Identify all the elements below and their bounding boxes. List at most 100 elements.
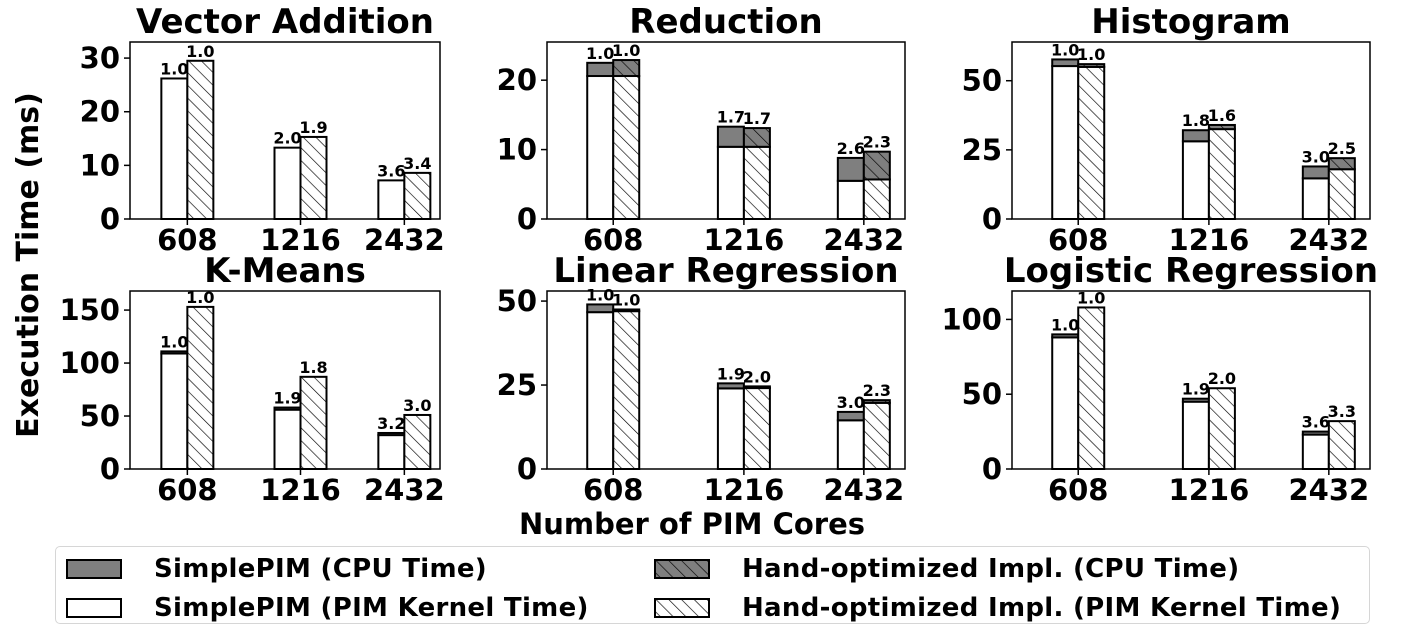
speedup-label-hand: 1.0 (612, 41, 640, 60)
speedup-label-simplepim: 1.0 (586, 285, 614, 304)
speedup-label-simplepim: 1.9 (273, 389, 301, 408)
legend-label: SimplePIM (PIM Kernel Time) (154, 593, 589, 623)
x-tick-label: 2432 (1288, 473, 1369, 507)
y-tick-label: 25 (962, 133, 1002, 167)
speedup-label-simplepim: 1.0 (586, 44, 614, 63)
legend-swatch-white-icon (66, 598, 122, 618)
x-tick-label: 1216 (1169, 473, 1250, 507)
bar-simplepim-cpu (1181, 129, 1210, 143)
legend-swatch-gray-icon (66, 559, 122, 579)
legend-label: SimplePIM (CPU Time) (154, 554, 487, 584)
plot-frame (1011, 41, 1371, 220)
speedup-label-hand: 1.7 (743, 109, 771, 128)
chart-panel: Reduction1.01.06081.71.712162.62.3243201… (497, 2, 906, 257)
bar-simplepim-kernel (273, 408, 302, 470)
bar-simplepim-kernel (377, 434, 406, 471)
chart-title: Vector Addition (136, 2, 434, 42)
legend-label: Hand-optimized Impl. (CPU Time) (742, 554, 1240, 584)
bar-simplepim-kernel (273, 146, 302, 220)
y-tick-label: 50 (962, 64, 1002, 98)
bar-simplepim-cpu (836, 156, 865, 182)
y-tick-label: 0 (100, 202, 120, 236)
bar-hand-kernel (1327, 420, 1356, 471)
speedup-label-simplepim: 1.8 (1182, 111, 1210, 130)
bar-simplepim-kernel (586, 311, 615, 470)
y-tick-label: 0 (982, 202, 1002, 236)
y-tick-label: 25 (497, 368, 537, 402)
speedup-label-hand: 3.0 (403, 396, 431, 415)
plot-frame (1011, 290, 1371, 470)
bar-hand-kernel (299, 135, 328, 221)
bar-hand-cpu (1327, 157, 1356, 171)
bar-hand-kernel (612, 75, 641, 220)
speedup-label-hand: 1.8 (299, 358, 327, 377)
y-tick-label: 10 (80, 148, 120, 182)
y-tick-label: 10 (497, 133, 537, 167)
bar-hand-kernel (1077, 306, 1106, 471)
chart-panel: K-Means1.01.06081.91.812163.23.024320501… (59, 251, 444, 507)
y-tick-label: 0 (100, 452, 120, 486)
bar-simplepim-kernel (160, 77, 189, 220)
legend-item-simplepim-cpu: SimplePIM (CPU Time) (66, 552, 487, 586)
x-tick-label: 2432 (1288, 223, 1369, 257)
bar-simplepim-cpu (1051, 333, 1080, 339)
bar-simplepim-kernel (1051, 65, 1080, 220)
speedup-label-hand: 2.3 (863, 133, 891, 152)
chart-panel: Histogram 1.01.0 608 1.81.6 1216 3.02.5 2432 0 2… (962, 2, 1371, 257)
bar-simplepim-kernel (586, 75, 615, 220)
y-tick-label: 0 (517, 202, 537, 236)
bar-simplepim-kernel (160, 352, 189, 470)
legend-item-hand-kernel: Hand-optimized Impl. (PIM Kernel Time) (654, 591, 1341, 625)
bar-simplepim-cpu (836, 410, 865, 422)
x-tick-label: 2432 (364, 473, 445, 507)
speedup-label-hand: 2.5 (1328, 139, 1356, 158)
bar-hand-cpu (1207, 123, 1236, 131)
plot-frame (546, 41, 906, 220)
bar-simplepim-kernel (716, 145, 745, 220)
y-axis-label: Execution Time (ms) (11, 92, 46, 438)
x-tick-label: 608 (583, 223, 644, 257)
bar-hand-kernel (186, 305, 215, 470)
chart-panel: Vector Addition1.01.06082.01.912163.63.4… (80, 2, 445, 257)
x-tick-label: 2432 (364, 223, 445, 257)
plot-frame (129, 41, 441, 220)
bar-hand-kernel (1077, 65, 1106, 220)
speedup-label-simplepim: 1.0 (160, 59, 188, 78)
plot-frame (546, 290, 906, 470)
y-tick-label: 0 (982, 452, 1002, 486)
y-tick-label: 100 (59, 346, 120, 380)
bar-hand-kernel (862, 178, 891, 220)
speedup-label-hand: 1.0 (1077, 288, 1105, 307)
speedup-label-simplepim: 3.0 (837, 393, 865, 412)
x-tick-label: 608 (157, 223, 218, 257)
chart-title: Reduction (629, 2, 822, 42)
chart-title: Logistic Regression (1004, 251, 1378, 291)
speedup-label-simplepim: 1.7 (717, 108, 745, 127)
legend-swatch-white-hatched-icon (654, 598, 710, 618)
bar-hand-kernel (742, 387, 771, 470)
bar-hand-kernel (186, 59, 215, 221)
x-axis-label: Number of PIM Cores (519, 507, 865, 541)
bar-hand-kernel (1327, 168, 1356, 220)
bar-simplepim-kernel (716, 387, 745, 471)
bar-hand-cpu (742, 385, 771, 390)
bar-simplepim-cpu (1051, 58, 1080, 68)
bar-simplepim-cpu (377, 431, 406, 437)
y-tick-label: 20 (80, 95, 120, 129)
speedup-label-hand: 1.6 (1208, 106, 1236, 125)
bar-simplepim-cpu (586, 61, 615, 78)
legend-swatch-gray-hatched-icon (654, 559, 710, 579)
bar-hand-kernel (1207, 387, 1236, 471)
speedup-label-simplepim: 1.0 (1051, 40, 1079, 59)
speedup-label-hand: 3.4 (403, 154, 431, 173)
chart-panel: Logistic Regression1.01.06081.92.012163.… (941, 251, 1378, 507)
y-tick-label: 50 (962, 377, 1002, 411)
bar-simplepim-kernel (1051, 336, 1080, 470)
speedup-label-hand: 2.0 (1208, 369, 1236, 388)
bar-hand-cpu (862, 150, 891, 181)
y-tick-label: 100 (941, 302, 1002, 336)
y-tick-label: 30 (80, 41, 120, 75)
x-tick-label: 608 (1048, 473, 1109, 507)
plot-frame (129, 290, 441, 470)
